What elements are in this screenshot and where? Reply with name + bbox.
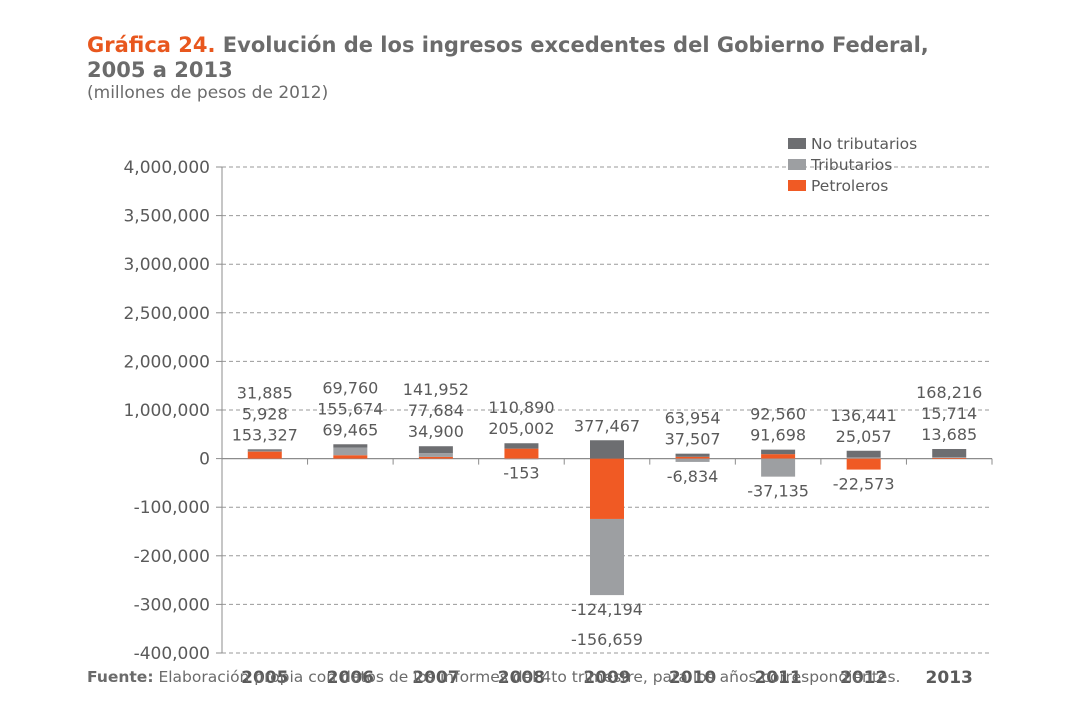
source-label: Fuente: — [87, 668, 154, 686]
data-label: 205,002 — [488, 419, 554, 438]
y-tick-label: -400,000 — [134, 644, 210, 664]
data-label: 34,900 — [408, 422, 464, 441]
bar-tributarios — [675, 458, 710, 462]
data-label: 31,885 — [237, 383, 293, 402]
y-tick-label: -300,000 — [134, 595, 210, 615]
y-tick-label: 2,500,000 — [123, 304, 210, 324]
bar-no-tributarios — [932, 448, 967, 458]
chart-subtitle: (millones de pesos de 2012) — [87, 83, 329, 103]
y-tick-label: 3,000,000 — [123, 255, 210, 275]
data-label-negative: -153 — [503, 464, 539, 483]
data-label-negative: -22,573 — [833, 475, 895, 494]
x-category-label: 2013 — [926, 668, 973, 688]
data-label: 168,216 — [916, 383, 982, 402]
y-tick-label: -100,000 — [134, 498, 210, 518]
chart-title: Gráfica 24. Evolución de los ingresos ex… — [87, 33, 929, 83]
bar-tributarios — [761, 458, 796, 477]
data-label: 155,674 — [317, 399, 383, 418]
x-category-label: 2012 — [840, 668, 887, 688]
bar-no-tributarios — [247, 449, 282, 451]
data-label: 63,954 — [665, 409, 721, 428]
data-label: 25,057 — [836, 427, 892, 446]
legend-label-petroleros: Petroleros — [811, 177, 888, 195]
chart-title-line2: 2005 a 2013 — [87, 58, 233, 82]
x-category-label: 2011 — [754, 668, 801, 688]
data-label: 69,465 — [322, 420, 378, 439]
x-category-label: 2009 — [583, 668, 630, 688]
data-label: 377,467 — [574, 416, 640, 435]
y-tick-label: 0 — [199, 450, 210, 470]
data-label: 37,507 — [665, 430, 721, 449]
data-label-negative: -6,834 — [667, 467, 719, 486]
x-category-label: 2010 — [669, 668, 716, 688]
bar-tributarios — [846, 457, 881, 459]
x-category-label: 2007 — [412, 668, 459, 688]
source-note: Fuente: Elaboración propia con datos de … — [87, 668, 900, 686]
bar-tributarios — [932, 457, 967, 458]
bar-no-tributarios — [504, 443, 539, 449]
data-label: 13,685 — [921, 425, 977, 444]
bar-tributarios — [418, 453, 453, 457]
legend-label-no-tributarios: No tributarios — [811, 135, 917, 153]
bar-petroleros — [418, 456, 453, 459]
data-label: 153,327 — [232, 425, 298, 444]
data-label: 110,890 — [488, 398, 554, 417]
bar-petroleros — [932, 457, 967, 459]
y-tick-label: 3,500,000 — [123, 207, 210, 227]
bar-petroleros — [675, 456, 710, 459]
data-label-negative: -156,659 — [571, 630, 643, 649]
bar-no-tributarios — [761, 449, 796, 455]
data-label: 77,684 — [408, 401, 464, 420]
bar-petroleros — [247, 451, 282, 459]
data-label-negative: -37,135 — [747, 482, 809, 501]
bar-petroleros — [590, 458, 624, 519]
bar-petroleros — [504, 448, 539, 459]
bar-petroleros — [846, 458, 881, 470]
data-label: 5,928 — [242, 404, 288, 423]
bar-petroleros — [761, 454, 796, 459]
bar-tributarios — [333, 447, 368, 456]
legend-swatch-tributarios — [788, 159, 806, 170]
bar-tributarios — [590, 518, 624, 596]
y-tick-label: -200,000 — [134, 547, 210, 567]
data-label: 92,560 — [750, 405, 806, 424]
chart-title-line1: Evolución de los ingresos excedentes del… — [222, 33, 929, 57]
bar-tributarios — [247, 450, 282, 452]
x-category-label: 2008 — [498, 668, 545, 688]
bar-no-tributarios — [418, 446, 453, 454]
bar-petroleros — [333, 455, 368, 459]
bar-no-tributarios — [590, 440, 624, 459]
data-label: 91,698 — [750, 426, 806, 445]
legend-swatch-petroleros — [788, 180, 806, 191]
bar-tributarios — [504, 458, 539, 460]
bar-no-tributarios — [333, 444, 368, 448]
data-label: 141,952 — [403, 380, 469, 399]
y-tick-label: 1,000,000 — [123, 401, 210, 421]
x-category-label: 2006 — [327, 668, 374, 688]
x-category-label: 2005 — [241, 668, 288, 688]
bar-no-tributarios — [675, 453, 710, 457]
legend-label-tributarios: Tributarios — [810, 156, 892, 174]
data-label-negative: -124,194 — [571, 600, 643, 619]
bar-no-tributarios — [846, 450, 881, 458]
data-label: 136,441 — [831, 406, 897, 425]
data-label: 69,760 — [322, 378, 378, 397]
legend-swatch-no-tributarios — [788, 138, 806, 149]
y-tick-label: 2,000,000 — [123, 352, 210, 372]
chart-number-label: Gráfica 24. — [87, 33, 216, 57]
source-text: Elaboración propia con datos de los info… — [153, 668, 901, 686]
y-tick-label: 4,000,000 — [123, 158, 210, 178]
data-label: 15,714 — [921, 404, 977, 423]
